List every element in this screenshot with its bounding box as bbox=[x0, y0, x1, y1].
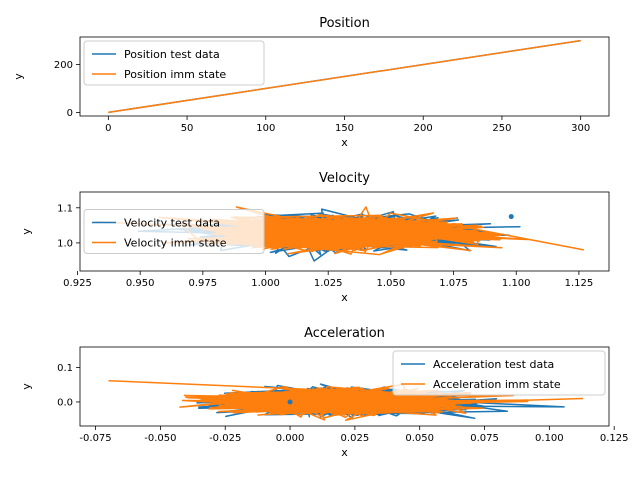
x-tick-label: 0.950 bbox=[126, 278, 155, 289]
x-axis-label: x bbox=[341, 446, 348, 459]
y-tick-label: 1.0 bbox=[57, 238, 73, 249]
legend-box bbox=[83, 40, 265, 86]
y-axis-label: y bbox=[12, 73, 25, 80]
x-tick-label: 1.025 bbox=[314, 278, 343, 289]
x-tick-label: 0.050 bbox=[405, 433, 434, 444]
subplot-position: Position 0 50 100 150 200 250 300 0 200 x y Position… bbox=[12, 16, 610, 149]
x-tick-label: -0.075 bbox=[79, 433, 111, 444]
x-tick-label: 1.125 bbox=[565, 278, 594, 289]
x-tick-label: 50 bbox=[181, 123, 194, 134]
y-tick-label: 0.0 bbox=[57, 397, 73, 408]
x-tick-label: 0.975 bbox=[189, 278, 218, 289]
x-tick-label: 1.050 bbox=[377, 278, 406, 289]
x-tick-label: 1.100 bbox=[502, 278, 531, 289]
plot-area bbox=[108, 379, 584, 422]
series-line bbox=[108, 39, 581, 114]
x-axis-label: x bbox=[341, 136, 348, 149]
x-tick-label: 0.125 bbox=[600, 433, 629, 444]
legend: Velocity test data Velocity imm state bbox=[83, 209, 265, 254]
legend-box bbox=[83, 209, 265, 254]
subplot-acceleration: Acceleration -0.075 -0.050 -0.025 0.000 0.025… bbox=[20, 326, 629, 459]
chart-title: Position bbox=[319, 16, 370, 31]
plot-area bbox=[94, 206, 585, 262]
y-tick-label: 200 bbox=[54, 60, 73, 71]
series-line bbox=[108, 379, 584, 422]
x-axis-label: x bbox=[341, 291, 348, 304]
x-tick-label: 200 bbox=[414, 123, 433, 134]
chart-title: Acceleration bbox=[304, 326, 385, 341]
x-tick-label: -0.025 bbox=[209, 433, 241, 444]
y-axis-label: y bbox=[20, 383, 33, 390]
legend: Acceleration test data Acceleration imm s… bbox=[392, 350, 606, 396]
y-tick-label: 0.1 bbox=[57, 363, 73, 374]
legend: Position test data Position imm state bbox=[83, 40, 265, 86]
x-tick-label: 0.925 bbox=[63, 278, 92, 289]
axes-frame bbox=[79, 346, 610, 427]
subplot-velocity: Velocity 0.925 0.950 0.975 1.000 1.025 1.050 1.… bbox=[20, 171, 610, 304]
x-tick-label: 0.100 bbox=[535, 433, 564, 444]
legend-label: Position test data bbox=[124, 48, 220, 61]
y-tick-label: 1.1 bbox=[57, 203, 73, 214]
legend-label: Velocity imm state bbox=[124, 237, 227, 250]
x-tick-label: 0.025 bbox=[341, 433, 370, 444]
series-line bbox=[94, 206, 585, 256]
x-tick-label: 0.000 bbox=[276, 433, 305, 444]
plot-area bbox=[108, 39, 581, 114]
x-tick-label: 150 bbox=[335, 123, 354, 134]
legend-box bbox=[392, 350, 606, 396]
y-tick-label: 0 bbox=[67, 108, 73, 119]
x-tick-label: 0.075 bbox=[470, 433, 499, 444]
x-tick-label: 1.000 bbox=[251, 278, 280, 289]
chart-title: Velocity bbox=[319, 171, 370, 186]
legend-label: Acceleration test data bbox=[433, 358, 554, 371]
y-axis-label: y bbox=[20, 228, 33, 235]
legend-label: Position imm state bbox=[124, 68, 226, 81]
legend-label: Velocity test data bbox=[124, 217, 220, 230]
x-tick-label: 250 bbox=[492, 123, 511, 134]
x-tick-label: -0.050 bbox=[144, 433, 176, 444]
series-point bbox=[287, 399, 293, 405]
series-point bbox=[508, 214, 514, 220]
legend-label: Acceleration imm state bbox=[433, 378, 561, 391]
x-tick-label: 300 bbox=[571, 123, 590, 134]
x-tick-label: 1.075 bbox=[439, 278, 468, 289]
x-tick-label: 100 bbox=[256, 123, 275, 134]
x-tick-label: 0 bbox=[105, 123, 111, 134]
axes-frame bbox=[79, 191, 610, 272]
